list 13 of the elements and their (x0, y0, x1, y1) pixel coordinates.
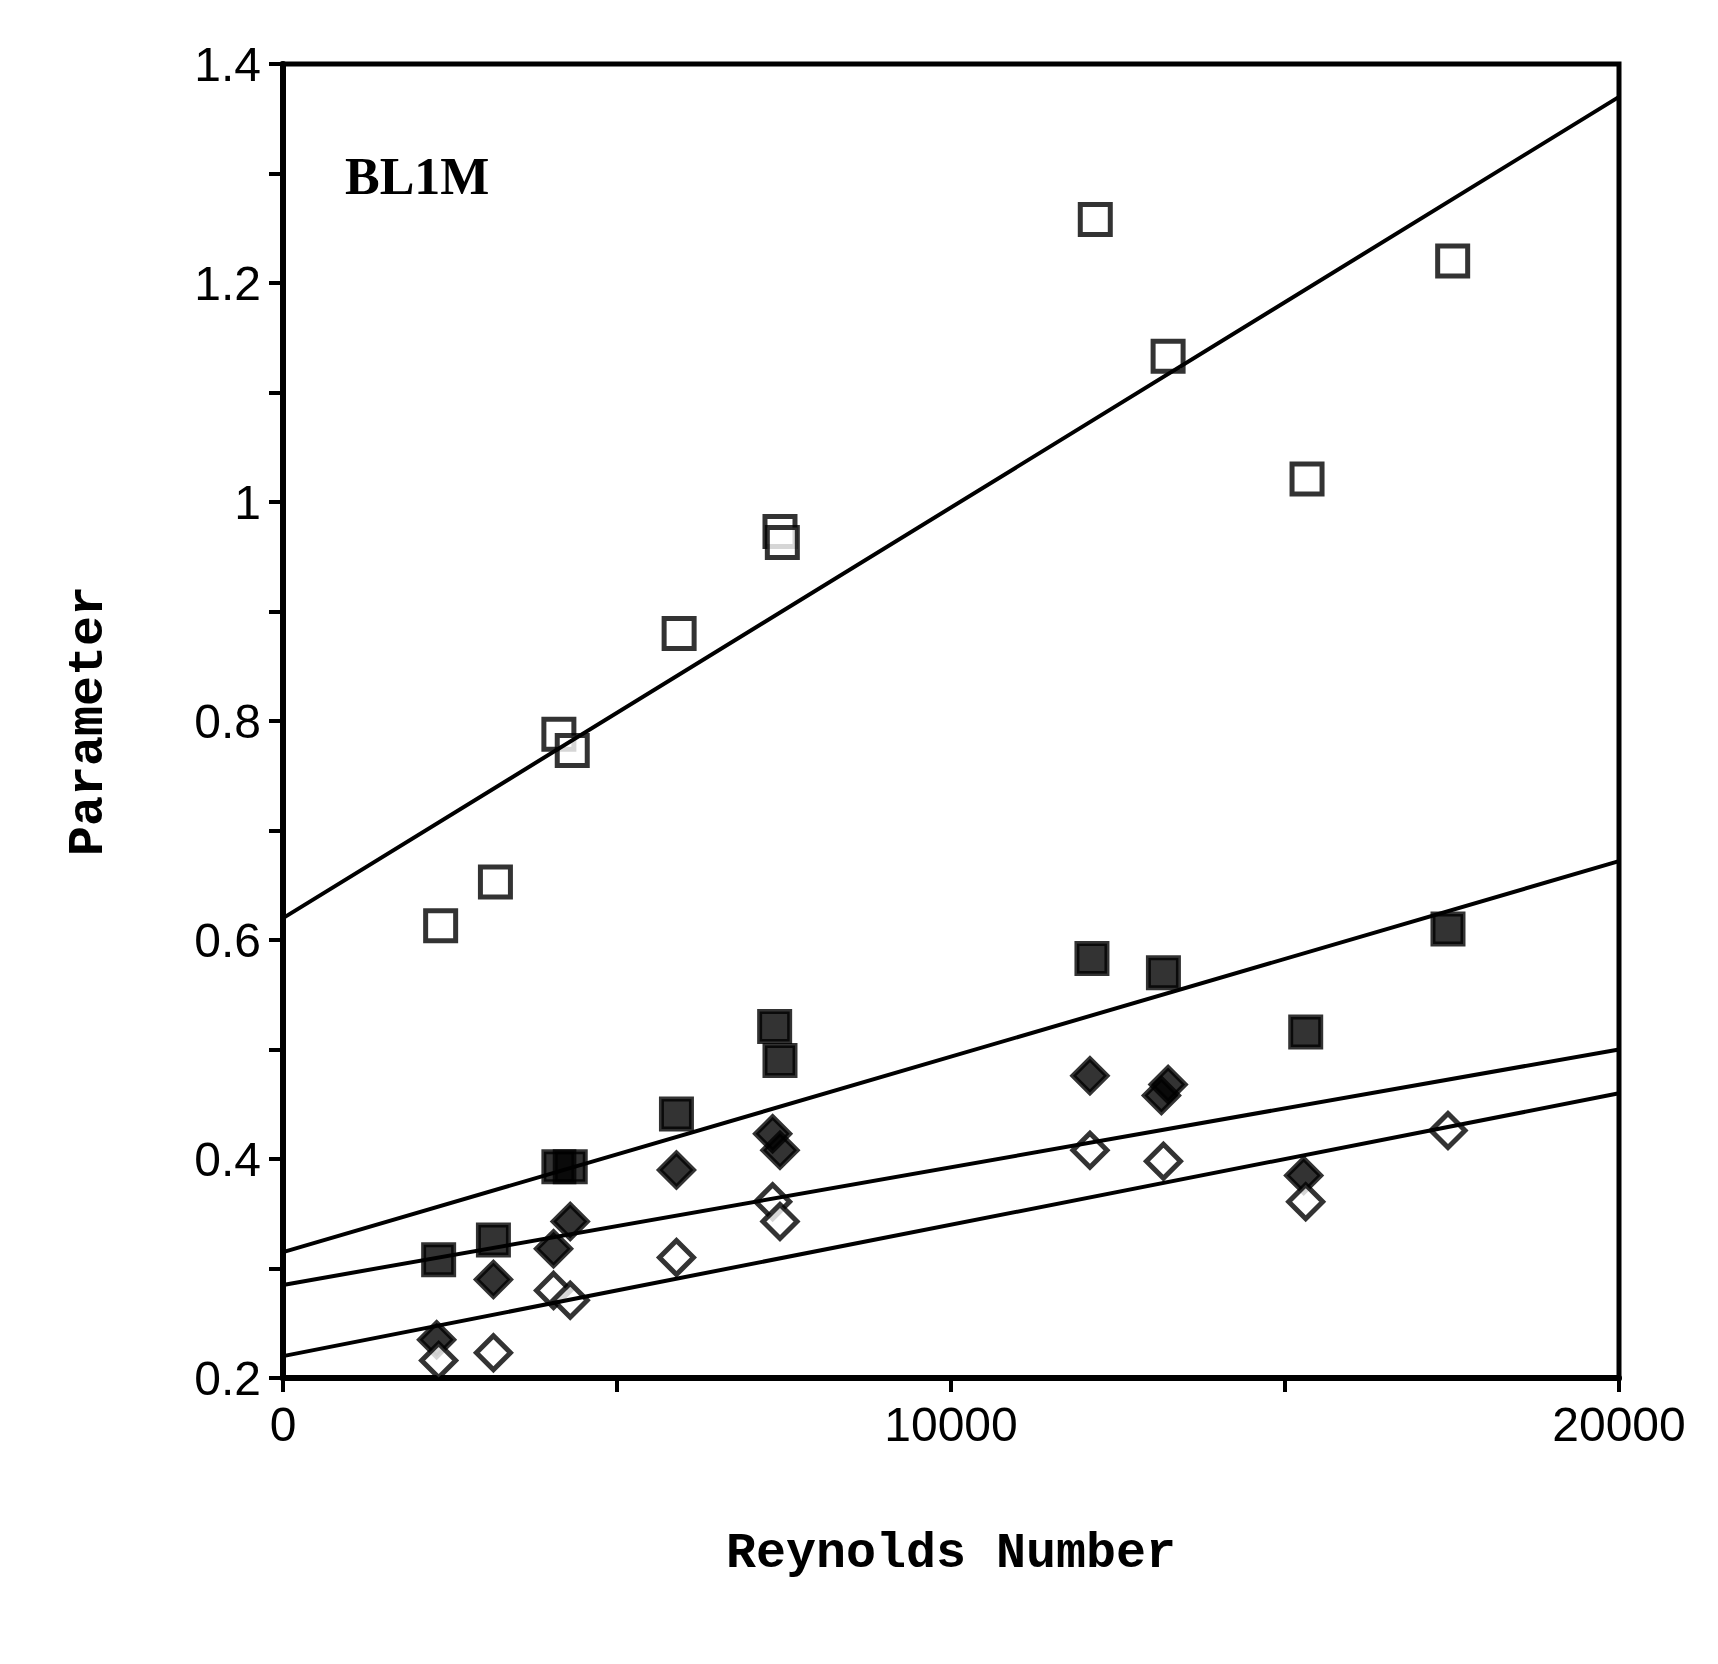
y-tick-label: 0.6 (194, 913, 261, 967)
x-tick-label: 10000 (884, 1397, 1018, 1451)
y-tick-label: 0.2 (194, 1351, 261, 1405)
y-tick-label: 1 (234, 475, 261, 529)
y-tick-label: 0.4 (194, 1132, 261, 1186)
x-tick-label: 0 (269, 1397, 297, 1451)
x-tick-label: 20000 (1552, 1397, 1686, 1451)
y-axis-title: Parameter (59, 585, 117, 857)
annotation: BL1M (345, 147, 490, 205)
y-tick-label: 0.8 (194, 694, 261, 748)
y-tick-label: 1.4 (194, 37, 261, 91)
x-axis-title: Reynolds Number (725, 1524, 1177, 1582)
y-tick-label: 1.2 (194, 256, 261, 310)
